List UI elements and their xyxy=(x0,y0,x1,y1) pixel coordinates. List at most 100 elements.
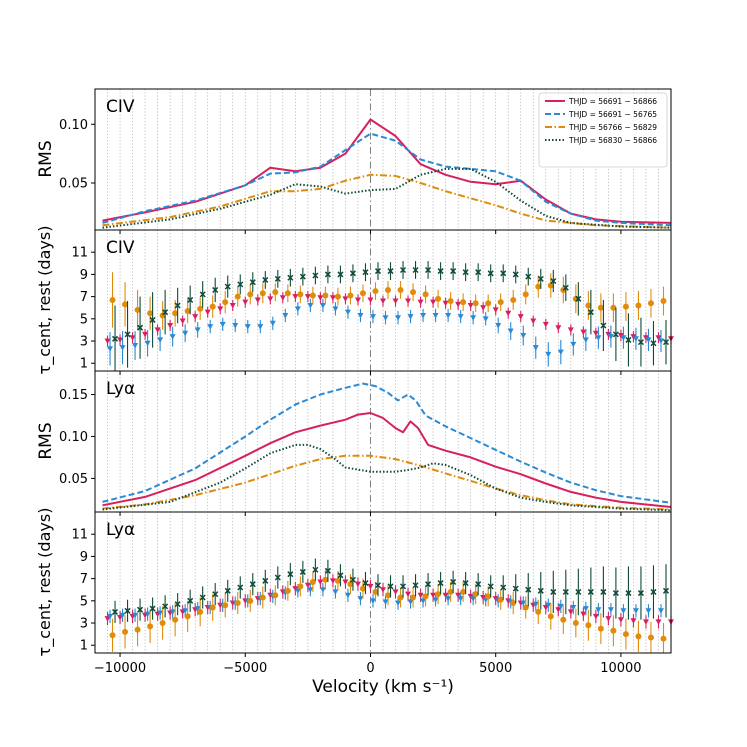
series-line-s1 xyxy=(102,412,672,508)
point-s4 xyxy=(525,273,532,280)
point-s4 xyxy=(425,581,432,588)
point-s3 xyxy=(347,292,354,299)
point-s1 xyxy=(354,297,361,303)
point-s2 xyxy=(470,315,477,321)
series-line-s2 xyxy=(102,382,672,504)
point-s3 xyxy=(147,310,154,317)
point-s2 xyxy=(132,342,139,349)
point-s1 xyxy=(630,618,637,624)
point-s3 xyxy=(472,591,479,598)
point-s3 xyxy=(460,299,467,306)
point-s4 xyxy=(450,578,457,585)
ylabel-lya-tau: τ_cent, rest (days) xyxy=(35,508,55,657)
point-s3 xyxy=(397,594,404,601)
point-s1 xyxy=(405,591,412,598)
point-s1 xyxy=(192,314,199,320)
point-s2 xyxy=(645,608,652,614)
point-s3 xyxy=(172,310,179,317)
point-s1 xyxy=(642,619,649,625)
point-s2 xyxy=(169,609,176,615)
point-s4 xyxy=(537,587,544,594)
point-s2 xyxy=(194,606,201,612)
point-s4 xyxy=(437,268,444,275)
point-s2 xyxy=(282,312,289,319)
point-s2 xyxy=(332,306,339,312)
point-s4 xyxy=(475,269,482,276)
point-s4 xyxy=(500,584,507,591)
point-s3 xyxy=(522,291,529,298)
point-s2 xyxy=(382,315,389,321)
legend-label-s1: THJD = 56691 − 56866 xyxy=(568,97,657,106)
point-s4 xyxy=(112,335,119,342)
point-s1 xyxy=(117,337,124,343)
point-s4 xyxy=(324,567,331,574)
point-s3 xyxy=(610,627,617,634)
point-s3 xyxy=(209,303,216,310)
point-s1 xyxy=(442,300,449,307)
ytick-label: 9 xyxy=(80,268,88,283)
point-s1 xyxy=(405,298,412,305)
point-s4 xyxy=(224,283,231,290)
point-s2 xyxy=(257,324,264,330)
point-s4 xyxy=(600,322,607,329)
point-s3 xyxy=(322,576,329,583)
point-s2 xyxy=(582,337,589,343)
ytick-label: 5 xyxy=(80,312,88,327)
point-s4 xyxy=(324,271,331,278)
point-s3 xyxy=(172,616,179,623)
point-s3 xyxy=(622,303,629,310)
point-s3 xyxy=(247,597,254,604)
point-s1 xyxy=(542,321,549,328)
point-s4 xyxy=(162,603,169,610)
point-s4 xyxy=(550,588,557,595)
point-s3 xyxy=(485,593,492,600)
ylabel-lya-rms: RMS xyxy=(36,422,56,459)
point-s2 xyxy=(457,596,464,602)
point-s4 xyxy=(387,583,394,590)
point-s4 xyxy=(487,583,494,590)
point-s2 xyxy=(507,328,514,335)
point-s1 xyxy=(555,325,562,331)
point-s3 xyxy=(585,622,592,629)
point-s4 xyxy=(537,275,544,282)
point-s1 xyxy=(329,578,336,584)
point-s3 xyxy=(560,616,567,623)
point-s3 xyxy=(347,581,354,588)
point-s1 xyxy=(467,302,474,309)
point-s1 xyxy=(154,327,161,333)
point-s4 xyxy=(612,331,619,338)
point-s4 xyxy=(274,275,281,282)
xtick-label: 10000 xyxy=(600,661,641,676)
point-s2 xyxy=(307,302,314,309)
point-s4 xyxy=(374,582,382,589)
xtick-label: −10000 xyxy=(94,661,146,676)
point-s4 xyxy=(625,590,632,597)
point-s4 xyxy=(462,580,469,587)
point-s3 xyxy=(535,283,542,290)
point-s4 xyxy=(412,582,419,589)
xtick-label: 5000 xyxy=(479,661,512,676)
point-s2 xyxy=(432,312,439,319)
point-s3 xyxy=(184,308,191,315)
legend-box xyxy=(538,92,668,168)
point-s3 xyxy=(209,604,216,611)
point-s1 xyxy=(267,296,274,302)
point-s4 xyxy=(512,585,519,592)
ytick-label: 7 xyxy=(80,572,88,587)
point-s2 xyxy=(382,599,389,605)
point-s1 xyxy=(530,318,537,325)
plot-layer xyxy=(102,118,674,653)
series-line-s4 xyxy=(102,443,672,512)
point-s4 xyxy=(587,588,594,595)
point-s4 xyxy=(162,309,169,316)
legend: THJD = 56691 − 56866 THJD = 56691 − 5676… xyxy=(538,92,668,168)
point-s3 xyxy=(522,604,529,611)
point-s1 xyxy=(430,299,437,306)
legend-label-s4: THJD = 56830 − 56866 xyxy=(568,136,657,145)
point-s4 xyxy=(187,296,194,303)
legend-label-s2: THJD = 56691 − 56765 xyxy=(568,110,657,119)
point-s2 xyxy=(294,588,301,594)
point-s1 xyxy=(605,616,612,622)
point-s2 xyxy=(157,337,164,343)
